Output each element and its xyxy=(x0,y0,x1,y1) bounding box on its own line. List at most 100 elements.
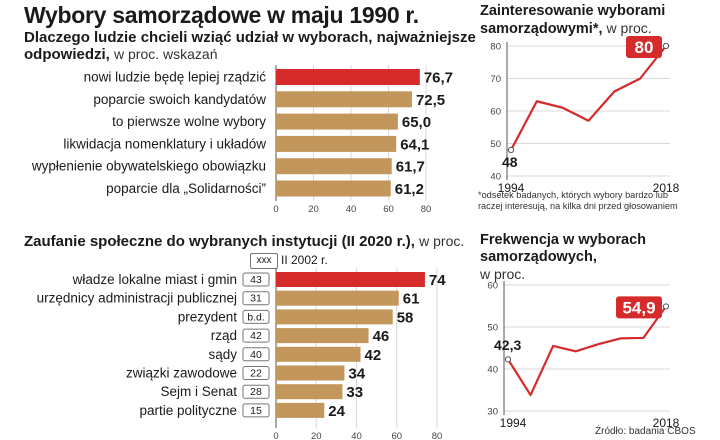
interest-title-line2: samorządowymi*, xyxy=(480,21,603,37)
reasons-title: Dlaczego ludzie chcieli wziąć udział w w… xyxy=(24,29,476,63)
value-2002-label: 42 xyxy=(250,330,262,342)
category-label: to pierwsze wolne wybory xyxy=(112,114,266,129)
x-end-label: 2018 xyxy=(653,416,680,430)
x-tick-label: 20 xyxy=(311,431,322,440)
bar xyxy=(276,290,399,306)
value-label: 33 xyxy=(346,384,363,401)
trust-unit: w proc. xyxy=(419,233,465,249)
turnout-unit: w proc. xyxy=(480,266,526,282)
turnout-title: Frekwencja w wyborach samorządowych, w p… xyxy=(480,232,646,283)
x-start-label: 1994 xyxy=(500,416,527,430)
bar xyxy=(276,135,397,152)
main-title: Wybory samorządowe w maju 1990 r. xyxy=(24,2,419,28)
bar xyxy=(276,113,398,130)
value-label: 61 xyxy=(403,291,420,308)
x-tick-label: 0 xyxy=(273,431,278,440)
y-tick-label: 70 xyxy=(490,74,501,85)
value-label: 61,2 xyxy=(395,181,424,198)
start-value-label: 42,3 xyxy=(494,337,521,353)
y-tick-label: 50 xyxy=(490,139,501,150)
bar xyxy=(276,365,345,381)
interest-title: Zainteresowanie wyborami samorządowymi*,… xyxy=(480,3,665,38)
badge-2002 xyxy=(242,347,270,362)
trust-title: Zaufanie społeczne do wybranych instytuc… xyxy=(24,233,464,250)
value-2002-label: 15 xyxy=(250,405,262,417)
category-label: Sejm i Senat xyxy=(160,384,237,399)
bar xyxy=(276,346,361,362)
end-point xyxy=(662,303,670,310)
turnout-title-line1: Frekwencja w wyborach xyxy=(480,232,647,248)
interest-unit: w proc. xyxy=(606,20,652,36)
value-2002-label: b.d. xyxy=(247,311,265,323)
category-label: władze lokalne miast i gmin xyxy=(72,272,237,287)
x-tick-label: 40 xyxy=(351,431,362,440)
category-label: poparcie swoich kandydatów xyxy=(93,92,266,107)
bar xyxy=(276,91,412,108)
bar xyxy=(276,309,393,325)
category-label: sądy xyxy=(208,347,237,362)
value-label: 58 xyxy=(397,309,414,326)
badge-2002 xyxy=(242,384,270,399)
badge-2002 xyxy=(242,403,270,418)
value-2002-label: 43 xyxy=(250,274,262,286)
value-2002-label: 28 xyxy=(250,386,262,398)
bar xyxy=(276,384,343,400)
value-2002-label: 31 xyxy=(250,293,262,305)
start-value-label: 48 xyxy=(502,154,518,170)
value-label: 72,5 xyxy=(416,92,445,109)
badge-2002 xyxy=(242,291,270,306)
badge-2002 xyxy=(242,366,270,380)
y-tick-label: 50 xyxy=(487,323,498,334)
value-label: 42 xyxy=(365,347,382,364)
bar xyxy=(276,328,369,344)
bar xyxy=(276,158,392,175)
value-2002-label: 22 xyxy=(250,368,262,380)
value-2002-label: 40 xyxy=(250,349,262,361)
x-tick-label: 40 xyxy=(346,204,357,215)
reasons-title-line1: Dlaczego ludzie chcieli wziąć udział w w… xyxy=(24,29,476,46)
badge-2002 xyxy=(242,328,270,343)
x-tick-label: 60 xyxy=(383,204,394,215)
turnout-title-line2: samorządowych, xyxy=(480,249,597,265)
start-point xyxy=(504,356,512,363)
y-tick-label: 30 xyxy=(487,407,498,418)
x-end-label: 2018 xyxy=(653,181,680,195)
value-label: 46 xyxy=(373,328,390,345)
x-tick-label: 80 xyxy=(432,431,443,440)
value-label: 64,1 xyxy=(400,136,429,153)
interest-footnote-line1: *odsetek badanych, których wybory bardzo… xyxy=(478,190,668,200)
start-point xyxy=(507,146,515,154)
x-tick-label: 80 xyxy=(421,204,432,215)
y-tick-label: 80 xyxy=(490,42,501,53)
value-label: 24 xyxy=(328,403,345,420)
interest-footnote-line2: raczej interesują, na kilka dni przed gł… xyxy=(478,201,678,211)
reasons-unit: w proc. wskazań xyxy=(114,46,218,62)
end-value-box xyxy=(616,296,662,319)
value-label: 65,0 xyxy=(402,114,431,131)
end-value-label: 54,9 xyxy=(622,298,655,317)
category-label: poparcie dla „Solidarności” xyxy=(106,181,266,196)
trust-title-text: Zaufanie społeczne do wybranych instytuc… xyxy=(24,233,415,250)
badge-2002 xyxy=(242,272,270,287)
source-note: Źródło: badania CBOS xyxy=(595,426,696,437)
end-value-box xyxy=(626,36,662,58)
interest-title-line1: Zainteresowanie wyborami xyxy=(480,3,666,19)
end-point xyxy=(662,42,670,50)
bar xyxy=(276,180,391,197)
category-label: partie polityczne xyxy=(139,403,237,418)
badge-2002 xyxy=(242,309,270,324)
series-line xyxy=(510,45,667,151)
value-label: 34 xyxy=(348,366,365,383)
y-tick-label: 40 xyxy=(490,172,501,183)
y-tick-label: 60 xyxy=(490,107,501,118)
category-label: nowi ludzie będę lepiej rządzić xyxy=(84,70,267,85)
category-label: urzędnicy administracji publicznej xyxy=(37,291,237,306)
category-label: wypłenienie obywatelskiego obowiązku xyxy=(31,159,266,174)
reasons-title-line2: odpowiedzi, xyxy=(24,46,110,63)
category-label: prezydent xyxy=(178,309,238,324)
end-value-label: 80 xyxy=(635,38,654,57)
category-label: likwidacja nomenklatury i układów xyxy=(63,136,266,151)
